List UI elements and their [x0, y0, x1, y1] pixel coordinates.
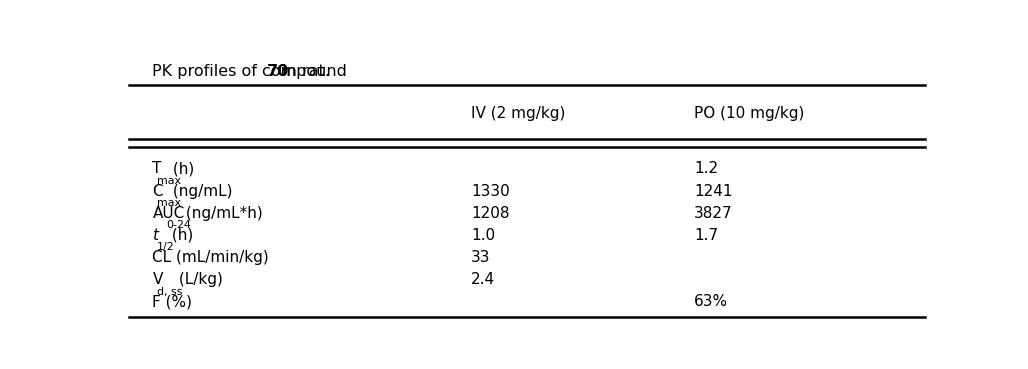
Text: T: T — [152, 162, 161, 176]
Text: 2.4: 2.4 — [471, 272, 495, 287]
Text: t: t — [152, 228, 158, 243]
Text: C: C — [152, 184, 163, 199]
Text: 1.2: 1.2 — [694, 162, 719, 176]
Text: V: V — [152, 272, 162, 287]
Text: 0-24: 0-24 — [167, 220, 191, 230]
Text: (ng/mL): (ng/mL) — [168, 184, 232, 199]
Text: 1241: 1241 — [694, 184, 733, 199]
Text: (h): (h) — [167, 228, 193, 243]
Text: max: max — [157, 198, 181, 208]
Text: max: max — [157, 176, 181, 186]
Text: 1330: 1330 — [471, 184, 510, 199]
Text: 33: 33 — [471, 250, 490, 265]
Text: 1.7: 1.7 — [694, 228, 719, 243]
Text: IV (2 mg/kg): IV (2 mg/kg) — [471, 106, 565, 121]
Text: CL (mL/min/kg): CL (mL/min/kg) — [152, 250, 269, 265]
Text: 3827: 3827 — [694, 206, 733, 221]
Text: 1208: 1208 — [471, 206, 510, 221]
Text: (h): (h) — [168, 162, 193, 176]
Text: 70: 70 — [267, 64, 289, 79]
Text: PK profiles of compound: PK profiles of compound — [152, 64, 353, 79]
Text: (L/kg): (L/kg) — [175, 272, 223, 287]
Text: 1.0: 1.0 — [471, 228, 495, 243]
Text: in rat.: in rat. — [278, 64, 330, 79]
Text: F (%): F (%) — [152, 294, 192, 309]
Text: d, ss: d, ss — [157, 287, 183, 297]
Text: (ng/mL*h): (ng/mL*h) — [181, 206, 262, 221]
Text: AUC: AUC — [152, 206, 185, 221]
Text: PO (10 mg/kg): PO (10 mg/kg) — [694, 106, 805, 121]
Text: 1/2: 1/2 — [156, 242, 174, 252]
Text: 63%: 63% — [694, 294, 728, 309]
